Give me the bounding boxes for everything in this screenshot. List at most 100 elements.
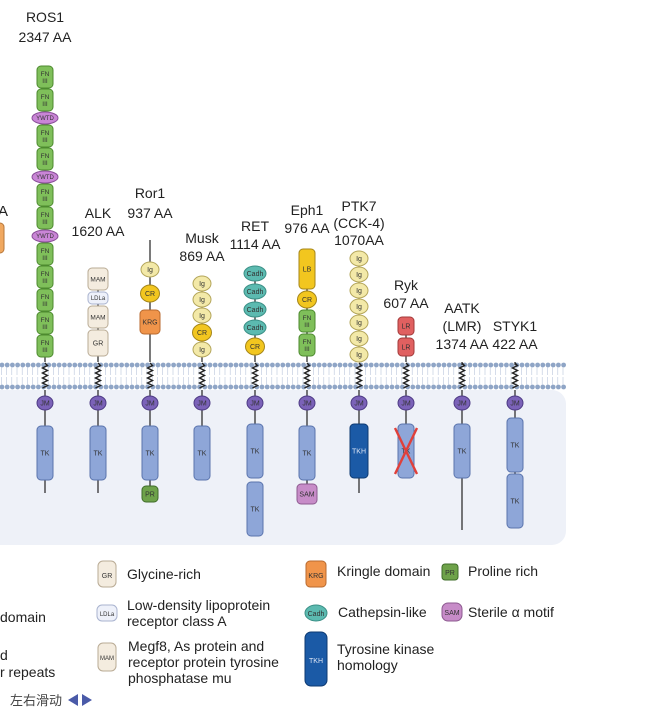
lipid-head	[238, 384, 244, 390]
lipid-head	[389, 384, 395, 390]
domain-ig: Ig	[349, 330, 369, 347]
lipid-head	[483, 384, 488, 390]
domain-label: SAM	[299, 491, 314, 498]
protein-length: 1114 AA	[230, 236, 282, 252]
domain-jm: JM	[298, 395, 316, 411]
lipid-head	[114, 384, 119, 390]
domain-mam: MAM	[87, 267, 109, 291]
lipid-head	[368, 362, 374, 368]
lipid-head	[166, 384, 171, 390]
lipid-head	[420, 384, 426, 390]
lipid-head	[467, 362, 473, 368]
domain-label: Ig	[199, 297, 205, 304]
lipid-head	[82, 384, 88, 390]
lipid-head	[296, 362, 301, 368]
lipid-head	[472, 384, 478, 390]
lipid-head	[483, 362, 488, 368]
domain-ldla: LDLa	[87, 291, 109, 305]
transmembrane-helix	[354, 362, 364, 389]
lipid-head	[88, 384, 93, 390]
domain-jm: JM	[193, 395, 211, 411]
legend-ldla-icon: LDLa	[96, 604, 118, 622]
lipid-head	[394, 384, 400, 390]
domain-label: Ig	[199, 347, 205, 354]
domain-label: TK	[458, 448, 467, 455]
protein-ror1: Ror1 937 AA Ig CR KRG JM TK PR	[127, 185, 173, 503]
lipid-head	[431, 384, 436, 390]
legend-gr-label: Glycine-rich	[127, 566, 201, 582]
lipid-head	[108, 384, 114, 390]
domain-label: III	[42, 78, 48, 85]
transmembrane-helix	[510, 362, 520, 389]
domain-label: LR	[402, 323, 411, 330]
lipid-head	[192, 362, 197, 368]
partial-left-label: A	[0, 203, 8, 220]
lipid-head	[171, 384, 177, 390]
cytoplasm-region-edge	[0, 390, 30, 545]
lipid-head	[524, 362, 530, 368]
lipid-head	[285, 362, 291, 368]
lipid-head	[51, 362, 57, 368]
legend-sam-abbr: SAM	[444, 610, 459, 617]
scroll-left-arrow-icon[interactable]	[68, 693, 79, 706]
lipid-head	[233, 384, 239, 390]
lipid-head	[457, 362, 462, 368]
lipid-head	[436, 384, 442, 390]
domain-ig: Ig	[192, 341, 212, 358]
domain-tk: TK	[506, 473, 524, 529]
domain-label: Ig	[356, 272, 362, 279]
lipid-head	[394, 362, 400, 368]
lipid-head	[556, 362, 561, 368]
domain-label: III	[42, 347, 48, 354]
lipid-head	[212, 362, 218, 368]
domain-label: TK	[511, 498, 520, 505]
domain-jm: JM	[89, 395, 107, 411]
lipid-head	[270, 362, 275, 368]
protein-length: 422 AA	[492, 336, 538, 352]
lipid-head	[535, 362, 540, 368]
lipid-head	[145, 384, 151, 390]
lipid-head	[379, 384, 384, 390]
domain-label: FN	[41, 94, 50, 101]
domain-label: JM	[93, 400, 103, 407]
domain-label: TK	[94, 450, 103, 457]
lipid-head	[337, 362, 343, 368]
legend-ldla-label2: receptor class A	[127, 613, 227, 629]
domain-label: CR	[197, 330, 207, 337]
domain-label: FN	[41, 71, 50, 78]
protein-ptk7: PTK7(CCK-4)1070AA Ig Ig Ig Ig Ig Ig Ig JM TKH	[333, 198, 385, 493]
legend-pr-label: Proline rich	[468, 563, 539, 579]
scroll-right-arrow-icon[interactable]	[82, 693, 93, 706]
lipid-head	[244, 362, 249, 368]
inactive-kinase-cross	[393, 427, 419, 475]
lipid-head	[368, 384, 374, 390]
lipid-head	[264, 362, 270, 368]
lipid-head	[51, 384, 57, 390]
domain-cadh: Cadh	[243, 265, 267, 282]
protein-length: 607 AA	[383, 295, 429, 311]
domain-label: Ig	[356, 320, 362, 327]
lipid-head	[415, 362, 421, 368]
lipid-head	[62, 362, 67, 368]
lipid-head	[228, 362, 234, 368]
domain-label: Cadh	[247, 271, 264, 278]
lipid-head	[311, 384, 317, 390]
protein-name: AATK	[444, 300, 480, 316]
domain-label: JM	[510, 400, 520, 407]
protein-name-alt: (LMR)	[443, 318, 482, 334]
lipid-head	[389, 362, 395, 368]
lipid-head	[524, 384, 530, 390]
lipid-head	[285, 384, 291, 390]
domain-tk: TK	[298, 425, 316, 481]
domain-ywtd: YWTD	[31, 170, 59, 184]
lipid-head	[212, 384, 218, 390]
lipid-head	[363, 362, 369, 368]
lipid-head	[530, 384, 535, 390]
cell-membrane	[0, 362, 566, 390]
domain-ig: Ig	[349, 314, 369, 331]
domain-lr: LR	[397, 316, 415, 336]
domain-label: JM	[145, 400, 155, 407]
